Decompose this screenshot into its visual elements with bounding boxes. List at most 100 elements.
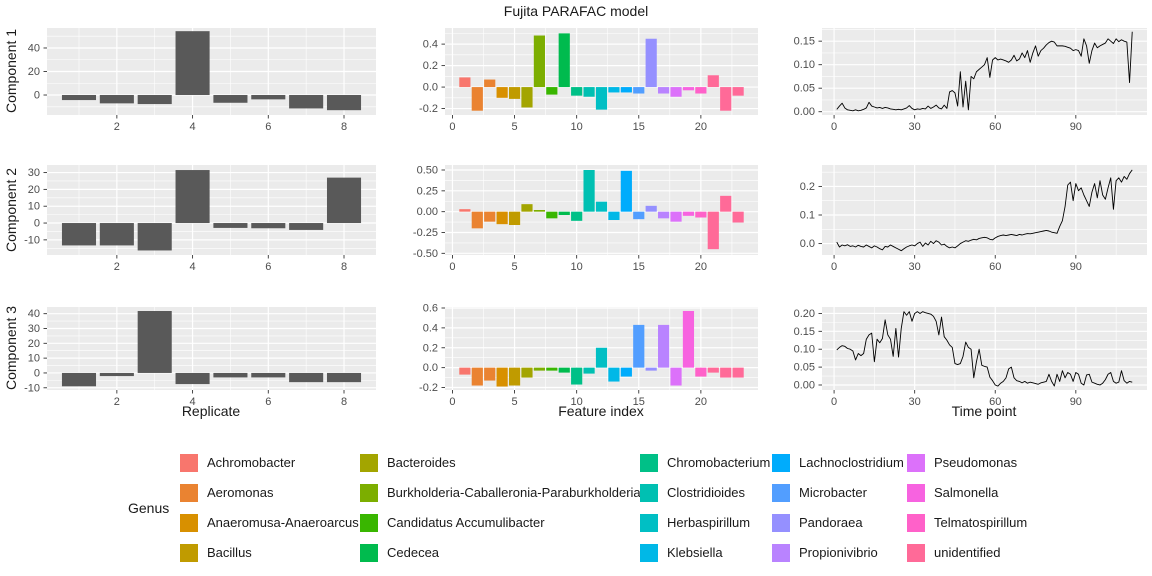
legend-key-label: Aeromonas <box>207 485 274 500</box>
legend-key-swatch <box>907 454 925 472</box>
x-tick-label: 6 <box>265 396 271 408</box>
bar <box>508 367 521 386</box>
y-tick-label: 0.10 <box>794 344 815 356</box>
bar <box>213 372 248 378</box>
bar <box>326 372 362 383</box>
bar <box>732 367 744 378</box>
y-tick-label: 0.15 <box>794 36 815 48</box>
bar <box>645 205 657 212</box>
bar <box>608 87 620 93</box>
x-tick-label: 90 <box>1070 396 1082 408</box>
x-tick-label: 15 <box>633 396 645 408</box>
legend-key-label: Pseudomonas <box>934 455 1018 470</box>
bar <box>137 95 172 105</box>
bar <box>670 87 682 97</box>
legend-key-label: Anaeromusa-Anaeroarcus <box>207 515 359 530</box>
y-tick-label: 0 <box>34 90 40 102</box>
legend-key-label: Propionivibrio <box>799 545 878 560</box>
bar <box>459 77 471 88</box>
bar <box>670 367 682 386</box>
bar <box>658 211 670 219</box>
y-tick-label: 0.2 <box>800 181 815 193</box>
x-tick-label: 4 <box>190 121 196 133</box>
bar <box>583 170 595 212</box>
y-tick-label: 0.05 <box>794 362 815 374</box>
legend-key-label: unidentified <box>934 545 1001 560</box>
legend-key-swatch <box>907 544 925 562</box>
row-label-component-2: Component 2 <box>3 167 19 253</box>
bar <box>595 87 608 110</box>
bar <box>213 95 248 103</box>
legend-key-swatch <box>180 514 198 532</box>
bar <box>251 95 286 100</box>
y-tick-label: 0.0 <box>800 238 815 250</box>
y-tick-label: 0.4 <box>423 39 438 51</box>
bar <box>496 211 508 225</box>
y-tick-label: 10 <box>28 353 40 365</box>
line-component1-time <box>836 31 1133 112</box>
bar <box>633 211 645 220</box>
bar <box>471 87 483 111</box>
legend-key-swatch <box>360 544 378 562</box>
figure-title: Fujita PARAFAC model <box>503 3 649 19</box>
bar <box>707 211 719 250</box>
bar <box>682 211 695 216</box>
plot-component1-time: 0 30 60 90 0.00 0.05 0.10 0.15 <box>794 28 1147 133</box>
bar <box>645 367 657 371</box>
legend-key-swatch <box>180 484 198 502</box>
row-label-component-3: Component 3 <box>3 305 19 391</box>
bar <box>61 223 97 246</box>
bar <box>484 211 496 222</box>
bar <box>61 372 97 387</box>
bar <box>496 367 508 387</box>
bar <box>521 367 533 378</box>
bar <box>471 367 483 386</box>
bars-component1-feature <box>459 33 744 111</box>
bar <box>546 87 558 95</box>
x-tick-label: 20 <box>695 121 707 133</box>
x-tick-label: 10 <box>571 121 583 133</box>
line-component2-time <box>836 169 1133 252</box>
bar <box>583 87 595 97</box>
plot-component3-time: 0 30 60 90 0.00 0.05 0.10 0.15 0.20 <box>794 307 1147 408</box>
bar <box>695 367 707 377</box>
legend-key-label: Herbaspirillum <box>667 515 751 530</box>
bar <box>720 87 732 111</box>
legend-key-swatch <box>180 544 198 562</box>
x-tick-label: 90 <box>1070 261 1082 273</box>
x-tick-label: 6 <box>265 121 271 133</box>
bar <box>732 87 744 96</box>
row-label-component-1: Component 1 <box>3 28 19 114</box>
bar <box>213 223 248 228</box>
y-tick-label: 0.0 <box>423 82 438 94</box>
plot-component2-replicate: 2 4 6 8 -10 0 10 20 30 <box>24 165 376 273</box>
bars-component3-feature <box>459 310 744 387</box>
legend-key-label: Telmatospirillum <box>934 515 1028 530</box>
bar <box>533 35 545 88</box>
y-tick-label: 30 <box>28 167 40 179</box>
bar <box>484 367 496 381</box>
plot-component2-feature: 0 5 10 15 20 -0.50 -0.25 0.00 0.25 0.50 <box>413 165 758 273</box>
bar <box>251 372 286 378</box>
legend-key-swatch <box>640 514 658 532</box>
bar <box>484 79 496 88</box>
x-tick-label: 0 <box>831 261 837 273</box>
legend-key-swatch <box>772 514 790 532</box>
bar <box>251 223 286 229</box>
x-tick-label: 0 <box>831 396 837 408</box>
x-tick-label: 30 <box>909 261 921 273</box>
x-tick-label: 5 <box>511 261 517 273</box>
bars-component3-replicate <box>61 311 362 387</box>
bar <box>658 87 670 94</box>
plot-component2-time: 0 30 60 90 0.0 0.1 0.2 <box>800 165 1147 273</box>
bar <box>595 201 608 212</box>
bar <box>595 347 608 368</box>
bar <box>608 367 620 382</box>
y-tick-label: -0.2 <box>419 382 438 394</box>
bar <box>521 204 533 212</box>
bar <box>99 372 134 377</box>
legend-key-label: Bacteroides <box>387 455 456 470</box>
y-tick-label: 0 <box>34 367 40 379</box>
y-tick-label: 0.2 <box>423 60 438 72</box>
